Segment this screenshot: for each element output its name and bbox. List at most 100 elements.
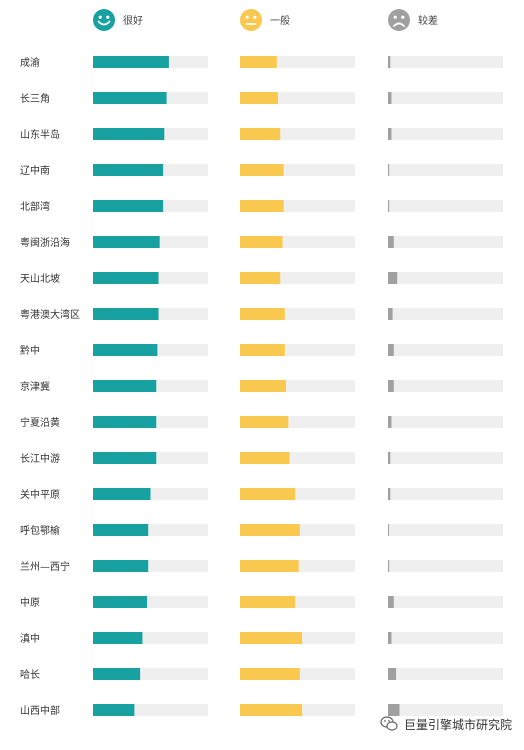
bar: [240, 488, 296, 500]
bar-track: [388, 488, 503, 500]
wechat-icon: [380, 716, 398, 731]
bar: [93, 524, 149, 536]
bar: [93, 200, 164, 212]
bar: [93, 596, 148, 608]
bar: [240, 632, 303, 644]
bar-track: [388, 92, 503, 104]
bar-track: [388, 416, 503, 428]
bar: [388, 308, 393, 320]
bar: [93, 560, 149, 572]
bar: [93, 308, 159, 320]
bar: [240, 704, 303, 716]
category-label: 长三角: [20, 93, 50, 105]
sad-face-icon: [388, 9, 410, 31]
category-label: 关中平原: [20, 488, 60, 501]
category-label: 宁夏沿黄: [20, 416, 60, 429]
bar: [93, 380, 157, 392]
bar: [240, 128, 281, 140]
bar: [240, 668, 300, 680]
bar: [388, 92, 392, 104]
legend-label: 较差: [418, 14, 438, 27]
bar: [240, 272, 281, 284]
bar: [388, 632, 392, 644]
legend-label: 很好: [123, 14, 143, 27]
bar: [388, 128, 392, 140]
bar: [240, 164, 284, 176]
bar: [388, 272, 398, 284]
bar: [240, 200, 284, 212]
bar: [240, 92, 278, 104]
bar-track: [388, 164, 503, 176]
bar: [388, 524, 389, 536]
bar: [93, 704, 135, 716]
bar: [93, 164, 164, 176]
bar: [388, 56, 391, 68]
bar: [240, 308, 285, 320]
bar: [93, 488, 151, 500]
bar-track: [388, 632, 503, 644]
category-label: 辽中南: [20, 164, 50, 177]
bar: [93, 416, 157, 428]
bar: [93, 272, 159, 284]
bar: [240, 416, 289, 428]
bar: [240, 524, 300, 536]
bar-track: [388, 344, 503, 356]
bar-track: [388, 380, 503, 392]
legend-label: 一般: [270, 14, 290, 27]
bar: [388, 668, 397, 680]
category-label: 中原: [20, 596, 40, 609]
bar-track: [388, 128, 503, 140]
bar-track: [388, 308, 503, 320]
category-label: 兰州—西宁: [20, 560, 70, 573]
watermark-text: 巨量引擎城市研究院: [403, 717, 512, 732]
bar: [388, 560, 390, 572]
bar: [388, 452, 391, 464]
bar: [240, 380, 286, 392]
bar: [388, 200, 390, 212]
category-label: 粤闽浙沿海: [20, 236, 70, 249]
category-label: 山东半岛: [20, 128, 60, 141]
bar: [388, 380, 394, 392]
bar: [93, 56, 169, 68]
category-label: 哈长: [20, 668, 40, 681]
bar: [240, 236, 283, 248]
bar: [388, 704, 400, 716]
bar-track: [388, 704, 503, 716]
category-label: 长江中游: [20, 452, 60, 465]
bar: [388, 596, 394, 608]
bar: [240, 344, 285, 356]
legend-item: 一般: [240, 9, 290, 31]
bar-track: [388, 560, 503, 572]
category-label: 滇中: [20, 632, 40, 645]
watermark: 巨量引擎城市研究院: [380, 714, 512, 734]
category-label: 山西中部: [20, 704, 60, 717]
bar-track: [388, 524, 503, 536]
bar: [93, 452, 157, 464]
happy-face-icon: [93, 9, 115, 31]
bar: [93, 128, 165, 140]
legend-item: 很好: [93, 9, 143, 31]
category-label: 黔中: [20, 344, 40, 357]
bar: [388, 488, 391, 500]
bar: [388, 416, 392, 428]
category-label: 天山北坡: [20, 272, 60, 285]
bar: [93, 668, 141, 680]
bar-track: [388, 56, 503, 68]
bar: [93, 632, 143, 644]
bar-track: [388, 596, 503, 608]
bar-track: [388, 200, 503, 212]
category-label: 呼包鄂榆: [20, 524, 60, 537]
bar-track: [388, 272, 503, 284]
bar: [93, 236, 160, 248]
bar-track: [388, 452, 503, 464]
bar: [388, 344, 394, 356]
bar: [93, 92, 167, 104]
bar: [388, 236, 394, 248]
category-label: 粤港澳大湾区: [20, 308, 80, 321]
category-label: 京津冀: [20, 380, 50, 393]
bar: [240, 56, 277, 68]
category-label: 北部湾: [20, 200, 50, 213]
category-label: 成渝: [20, 56, 40, 69]
bar: [240, 560, 299, 572]
